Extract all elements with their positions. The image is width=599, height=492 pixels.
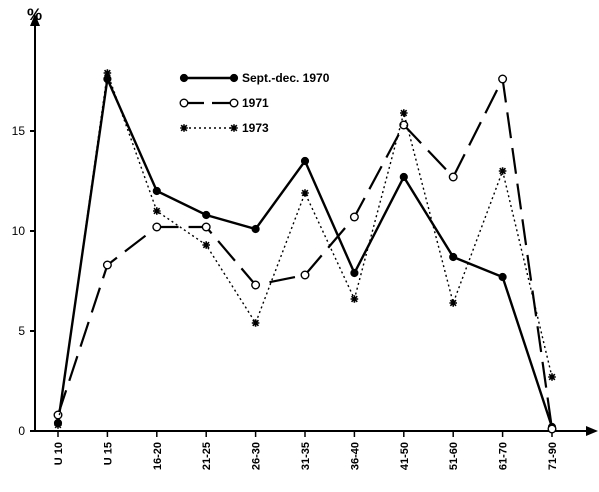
x-tick-label: 21-25	[201, 442, 213, 470]
series-layer	[53, 69, 557, 434]
legend-label: Sept.-dec. 1970	[242, 71, 330, 85]
data-point	[300, 270, 310, 280]
legend-item: Sept.-dec. 1970	[179, 71, 330, 85]
legend-item: 1971	[179, 96, 269, 110]
data-point	[350, 268, 359, 278]
y-tick-label: 0	[18, 424, 25, 438]
data-point	[449, 252, 458, 262]
x-tick-label: 26-30	[251, 442, 263, 470]
data-point	[300, 156, 310, 166]
series-line	[56, 74, 554, 428]
y-tick-label: 5	[18, 324, 25, 338]
axes: %	[27, 5, 598, 436]
x-tick-label: 51-60	[448, 442, 460, 470]
data-point	[498, 272, 507, 282]
data-point	[102, 260, 112, 270]
legend: Sept.-dec. 1970 1971 1973	[179, 71, 330, 135]
data-point	[152, 186, 161, 196]
x-tick-label: 41-50	[399, 442, 411, 470]
legend-label: 1971	[242, 96, 269, 110]
data-point	[251, 224, 260, 234]
y-axis-unit-label: %	[27, 5, 42, 24]
series-1	[53, 74, 557, 434]
data-point	[350, 295, 359, 303]
data-point	[229, 73, 239, 83]
series-2	[54, 69, 556, 429]
y-tick-label: 10	[12, 224, 26, 238]
y-axis-arrow	[30, 14, 40, 26]
data-point	[400, 109, 408, 117]
data-point	[179, 73, 189, 83]
data-point	[251, 319, 260, 327]
data-point	[202, 241, 210, 249]
data-point	[230, 124, 238, 132]
data-point	[103, 69, 112, 77]
x-tick-label: 16-20	[152, 442, 164, 470]
data-point	[498, 74, 508, 84]
x-ticks: U 10 U 15 16-20 21-25 26-30 31-35 36-40 41-50 51…	[53, 431, 559, 470]
x-tick-label: 31-35	[300, 442, 312, 470]
y-tick-label: 15	[12, 124, 26, 138]
data-point	[201, 222, 211, 232]
series-0	[53, 74, 557, 432]
data-point	[448, 172, 458, 182]
data-point	[498, 167, 507, 175]
data-point	[54, 421, 62, 429]
x-tick-label: 61-70	[498, 442, 510, 470]
series-line	[57, 72, 553, 426]
y-ticks: 0 5 10 15	[12, 124, 35, 438]
data-point	[251, 280, 261, 290]
data-point	[152, 222, 162, 232]
x-tick-label: U 15	[102, 442, 114, 465]
x-tick-label: U 10	[53, 442, 65, 465]
data-point	[301, 189, 309, 197]
x-axis-arrow	[586, 426, 598, 436]
x-tick-label: 36-40	[349, 442, 361, 470]
data-point	[202, 210, 211, 220]
data-point	[399, 172, 408, 182]
data-point	[449, 299, 457, 307]
legend-item: 1973	[180, 121, 269, 135]
data-point	[180, 124, 188, 132]
legend-label: 1973	[242, 121, 269, 135]
data-point	[53, 410, 63, 420]
data-point	[548, 373, 556, 381]
x-tick-label: 71-90	[547, 442, 559, 470]
data-point	[547, 424, 557, 434]
data-point	[349, 212, 359, 222]
data-point	[179, 98, 189, 108]
data-point	[229, 98, 239, 108]
series-line	[56, 75, 554, 430]
data-point	[153, 207, 161, 215]
